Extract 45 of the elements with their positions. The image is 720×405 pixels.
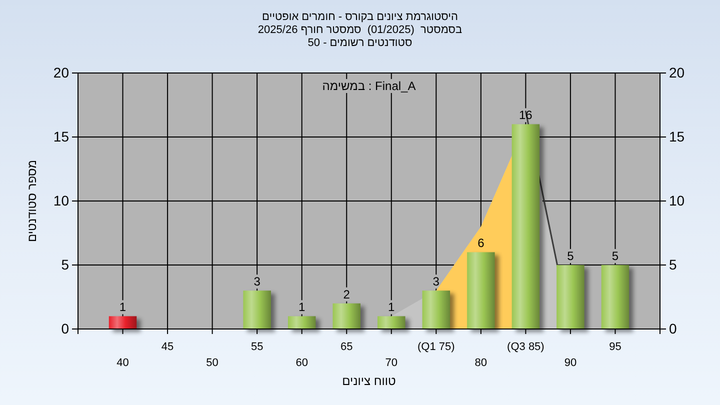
data-label: 5 <box>567 249 574 263</box>
y2-tick-label: 0 <box>669 320 677 336</box>
x-tick-label: 40 <box>116 357 129 369</box>
x-tick-label: 90 <box>564 357 577 369</box>
x-tick-label: 45 <box>161 341 174 353</box>
bar <box>288 316 316 329</box>
x-tick-label: 80 <box>474 357 488 369</box>
bar <box>601 265 630 329</box>
annotation: במשימה : Final_A <box>322 79 416 93</box>
data-label: 3 <box>432 274 440 289</box>
y2-tick-label: 5 <box>669 256 677 272</box>
x-tick-label: 50 <box>206 357 218 369</box>
bar <box>243 290 271 329</box>
y2-tick-label: 15 <box>669 128 685 144</box>
bar <box>108 316 137 329</box>
bar <box>556 265 584 329</box>
x-tick-label: (Q1 75) <box>418 341 455 353</box>
y-tick-label: 15 <box>53 128 70 144</box>
bar <box>467 252 495 329</box>
bar <box>422 290 450 329</box>
chart-subtitle: בסמסטר (01/2025) סמסטר חורף 2025/26 סטודנטים רשומים - 50 <box>258 24 462 49</box>
bar <box>332 303 360 329</box>
y-tick-label: 0 <box>61 320 70 336</box>
y2-tick-label: 10 <box>669 192 685 208</box>
data-label: 1 <box>119 300 126 314</box>
y-axis-title: מספר סטודנטים <box>25 160 39 242</box>
data-label: 6 <box>478 236 485 250</box>
bar <box>378 316 406 329</box>
x-tick-label: 65 <box>340 341 353 353</box>
data-label: 3 <box>254 274 261 289</box>
data-label: 5 <box>612 249 619 263</box>
y2-tick-label: 20 <box>669 64 685 80</box>
data-label: 1 <box>298 300 306 314</box>
chart-title: היסטוגרמת ציונים בקורס - חומרים אופטיים <box>262 11 458 23</box>
x-tick-label: 60 <box>296 357 308 369</box>
x-tick-label: 95 <box>609 341 622 353</box>
y-tick-label: 5 <box>61 256 70 272</box>
x-axis-title: טווח ציונים <box>342 374 396 388</box>
data-label: 1 <box>388 300 396 314</box>
x-tick-label: 70 <box>385 357 398 369</box>
y-tick-label: 10 <box>53 192 70 208</box>
x-tick-label: 55 <box>250 341 264 353</box>
x-tick-label: (Q3 85) <box>507 341 544 353</box>
y-tick-label: 20 <box>53 64 70 80</box>
data-label: 2 <box>343 287 350 302</box>
